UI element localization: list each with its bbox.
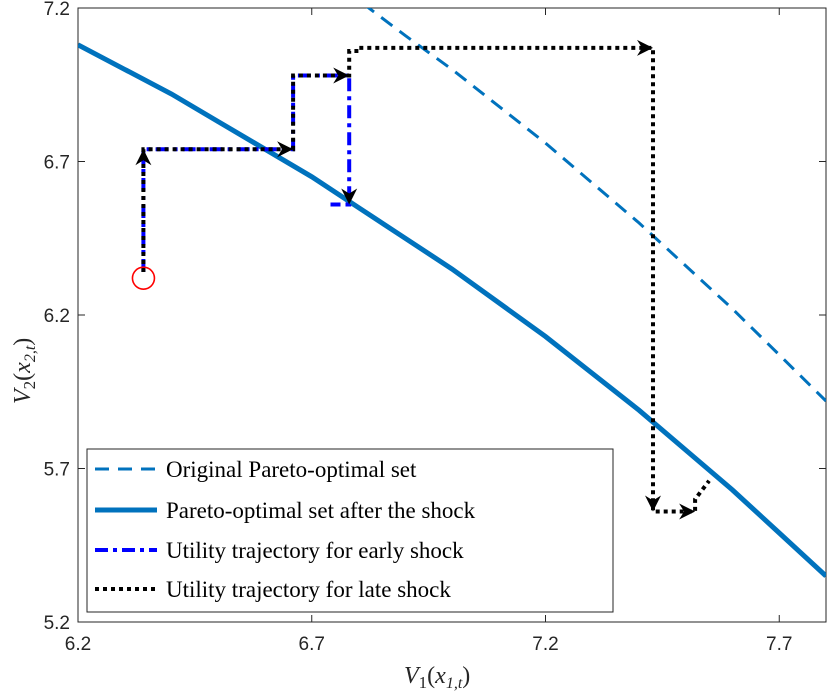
arrowhead-right [637, 39, 653, 56]
y-axis-label-sub1: 2 [20, 381, 39, 390]
arrowhead-right [277, 141, 294, 158]
legend-label-after-shock: Pareto-optimal set after the shock [166, 498, 476, 523]
y-tick-label: 5.7 [44, 460, 70, 481]
arrowhead-down [341, 188, 358, 205]
y-tick-label: 6.7 [44, 153, 70, 174]
arrowhead-down [645, 495, 661, 512]
x-axis-label: V1(x1,t) [404, 663, 470, 691]
arrowhead-right [679, 503, 696, 520]
x-tick-label: 6.2 [65, 634, 91, 655]
y-tick-label: 5.2 [44, 613, 70, 634]
y-axis-label: V2(x2,t) [10, 338, 39, 404]
legend-label-late: Utility trajectory for late shock [166, 577, 451, 602]
arrowhead-up [135, 149, 152, 166]
svg-text:V1(x1,t): V1(x1,t) [404, 663, 470, 691]
legend-box [86, 448, 614, 613]
x-tick-label: 7.7 [766, 634, 792, 655]
x-tick-label: 6.7 [299, 634, 325, 655]
legend-label-original: Original Pareto-optimal set [166, 457, 417, 482]
series-pareto-set-after-shock [78, 42, 826, 578]
x-axis-label-sub2: 1,t [446, 675, 463, 691]
svg-text:V2(x2,t): V2(x2,t) [10, 338, 39, 404]
start-point-marker [131, 266, 156, 290]
x-tick-label: 7.2 [532, 634, 558, 655]
x-axis-label-sub1: 1 [419, 673, 428, 691]
y-axis-label-sub2: 2,t [22, 345, 39, 362]
y-tick-label: 6.2 [44, 306, 70, 327]
arrowhead-right [333, 67, 350, 84]
legend-label-early: Utility trajectory for early shock [166, 538, 464, 563]
ticks-layer: 6.2 6.7 7.2 7.7 5.2 5.7 6.2 6.7 7.2 [44, 0, 826, 655]
marks-layer [131, 39, 696, 520]
legend: Original Pareto-optimal set Pareto-optim… [86, 448, 614, 613]
y-tick-label: 7.2 [44, 0, 70, 20]
